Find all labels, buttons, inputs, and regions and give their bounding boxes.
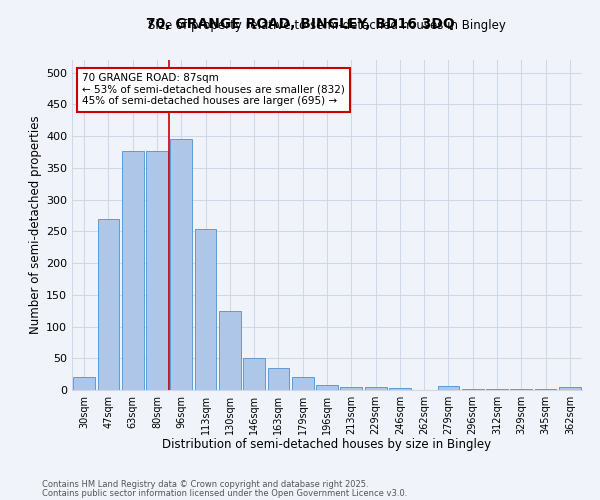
Bar	[559, 388, 581, 390]
Bar	[437, 386, 460, 390]
X-axis label: Distribution of semi-detached houses by size in Bingley: Distribution of semi-detached houses by …	[163, 438, 491, 452]
Text: 70 GRANGE ROAD: 87sqm
← 53% of semi-detached houses are smaller (832)
45% of sem: 70 GRANGE ROAD: 87sqm ← 53% of semi-deta…	[82, 73, 345, 106]
Bar	[122, 151, 143, 390]
Bar	[73, 378, 95, 390]
Title: Size of property relative to semi-detached houses in Bingley: Size of property relative to semi-detach…	[148, 20, 506, 32]
Bar	[292, 378, 314, 390]
Bar	[340, 387, 362, 390]
Bar	[462, 388, 484, 390]
Bar	[389, 388, 411, 390]
Y-axis label: Number of semi-detached properties: Number of semi-detached properties	[29, 116, 42, 334]
Text: 70, GRANGE ROAD, BINGLEY, BD16 3DQ: 70, GRANGE ROAD, BINGLEY, BD16 3DQ	[146, 18, 454, 32]
Bar	[146, 151, 168, 390]
Bar	[219, 310, 241, 390]
Bar	[486, 388, 508, 390]
Bar	[97, 218, 119, 390]
Text: Contains HM Land Registry data © Crown copyright and database right 2025.: Contains HM Land Registry data © Crown c…	[42, 480, 368, 489]
Bar	[268, 368, 289, 390]
Text: Contains public sector information licensed under the Open Government Licence v3: Contains public sector information licen…	[42, 489, 407, 498]
Bar	[243, 358, 265, 390]
Bar	[316, 385, 338, 390]
Bar	[194, 230, 217, 390]
Bar	[170, 140, 192, 390]
Bar	[365, 388, 386, 390]
